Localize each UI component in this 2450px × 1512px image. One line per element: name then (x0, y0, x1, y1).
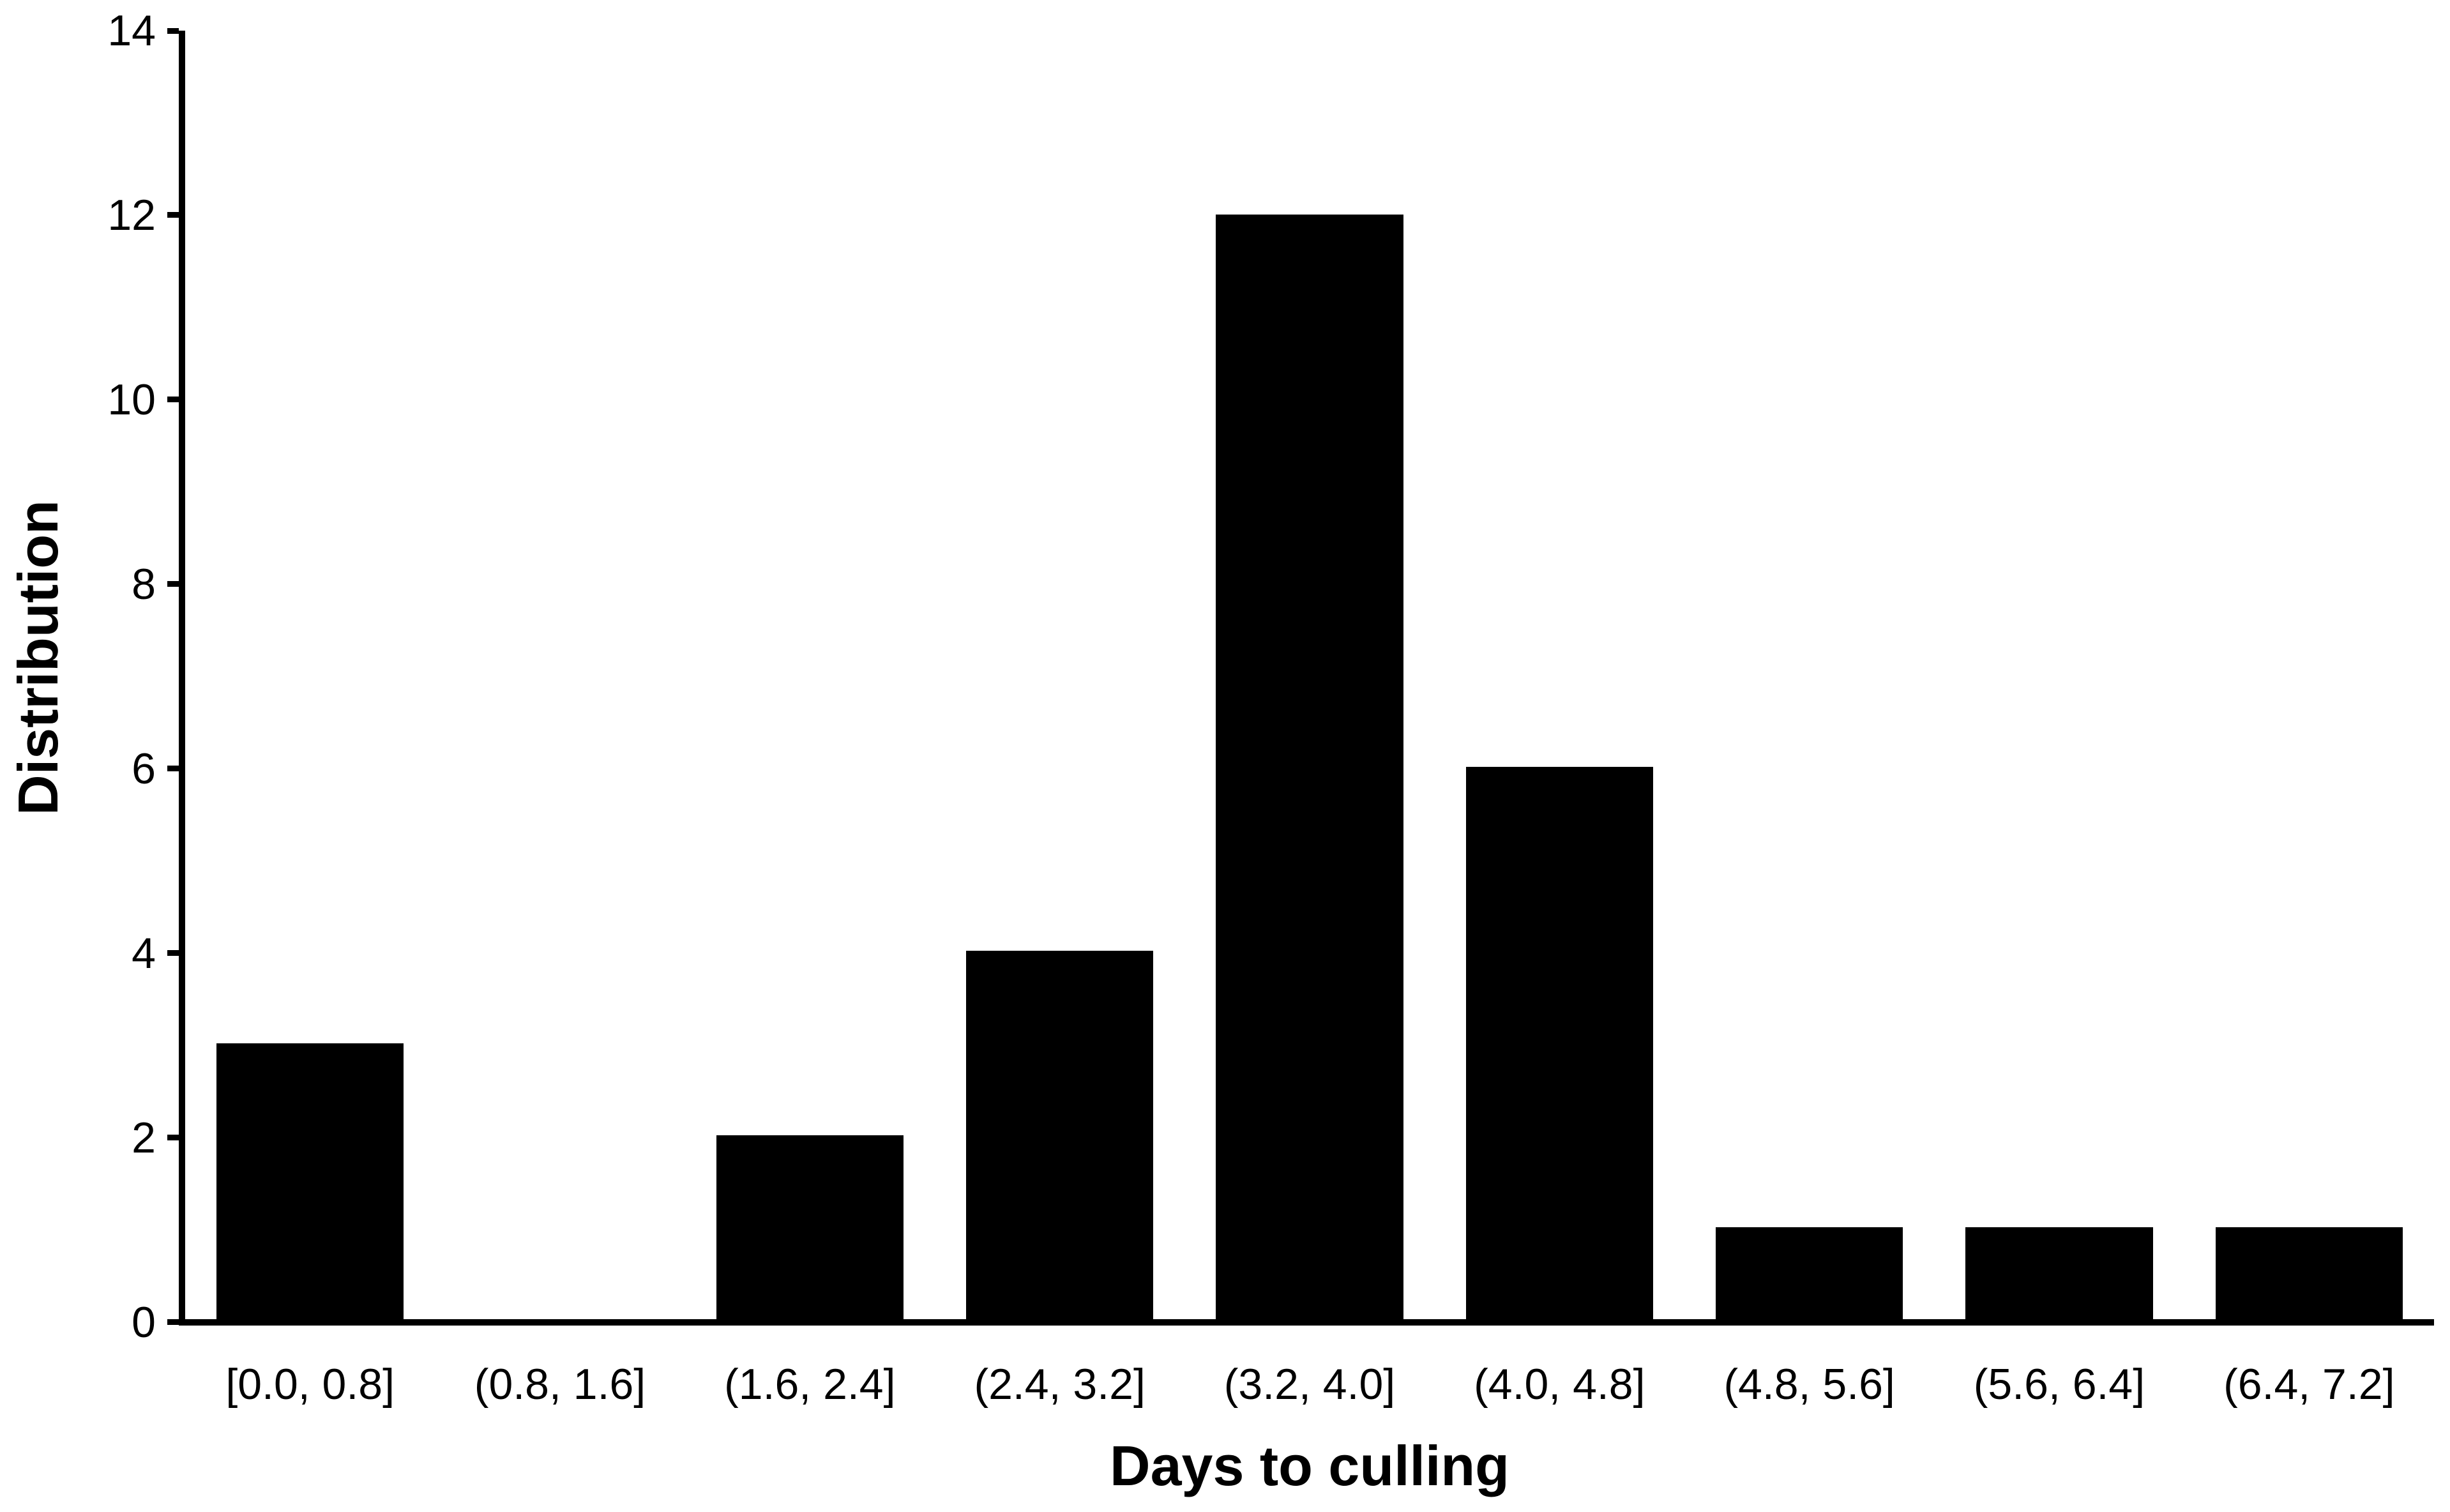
y-tick-mark (167, 766, 179, 772)
bar-slot (185, 31, 435, 1319)
y-tick-mark (167, 581, 179, 587)
x-tick-label: (5.6, 6.4] (1973, 1360, 2145, 1409)
bar-slot (1684, 31, 1934, 1319)
histogram-bar (216, 1043, 404, 1319)
bar-slot (1435, 31, 1684, 1319)
plot-area (179, 31, 2434, 1326)
histogram-bar (965, 951, 1154, 1319)
y-tick-label: 10 (107, 375, 156, 424)
y-axis-title: Distribution (6, 500, 70, 815)
x-tick-label: (3.2, 4.0] (1223, 1360, 1396, 1409)
x-axis: [0.0, 0.8] (0.8, 1.6] (1.6, 2.4] (2.4, 3.2]… (185, 1360, 2434, 1409)
histogram-bar (716, 1135, 904, 1319)
y-tick-mark (167, 1319, 179, 1325)
x-tick-label: (6.4, 7.2] (2223, 1360, 2395, 1409)
histogram-bar (1965, 1227, 2153, 1319)
histogram-bar (2215, 1227, 2403, 1319)
y-tick-mark (167, 27, 179, 34)
x-tick-label: (4.8, 5.6] (1723, 1360, 1895, 1409)
y-tick-label: 14 (107, 6, 156, 55)
y-tick-mark (167, 397, 179, 403)
y-tick-label: 4 (132, 928, 156, 978)
histogram-bar (1216, 215, 1403, 1319)
y-tick-label: 2 (132, 1113, 156, 1162)
bar-slot (1184, 31, 1434, 1319)
bar-slot (2184, 31, 2434, 1319)
x-tick-label: (4.0, 4.8] (1474, 1360, 1645, 1409)
y-tick-mark (167, 212, 179, 218)
bar-slot (685, 31, 935, 1319)
histogram-bar (1465, 767, 1654, 1319)
bar-slot (935, 31, 1184, 1319)
x-tick-label: (0.8, 1.6] (474, 1360, 646, 1409)
y-tick-label: 12 (107, 190, 156, 239)
bar-slot (435, 31, 684, 1319)
x-tick-label: (1.6, 2.4] (724, 1360, 896, 1409)
y-tick-mark (167, 950, 179, 956)
x-tick-label: [0.0, 0.8] (225, 1360, 395, 1409)
bar-slot (1934, 31, 2184, 1319)
y-tick-mark (167, 1135, 179, 1141)
x-axis-title: Days to culling (1110, 1434, 1509, 1497)
histogram-bar (1715, 1227, 1903, 1319)
x-tick-label: (2.4, 3.2] (974, 1360, 1146, 1409)
y-tick-label: 0 (132, 1297, 156, 1347)
